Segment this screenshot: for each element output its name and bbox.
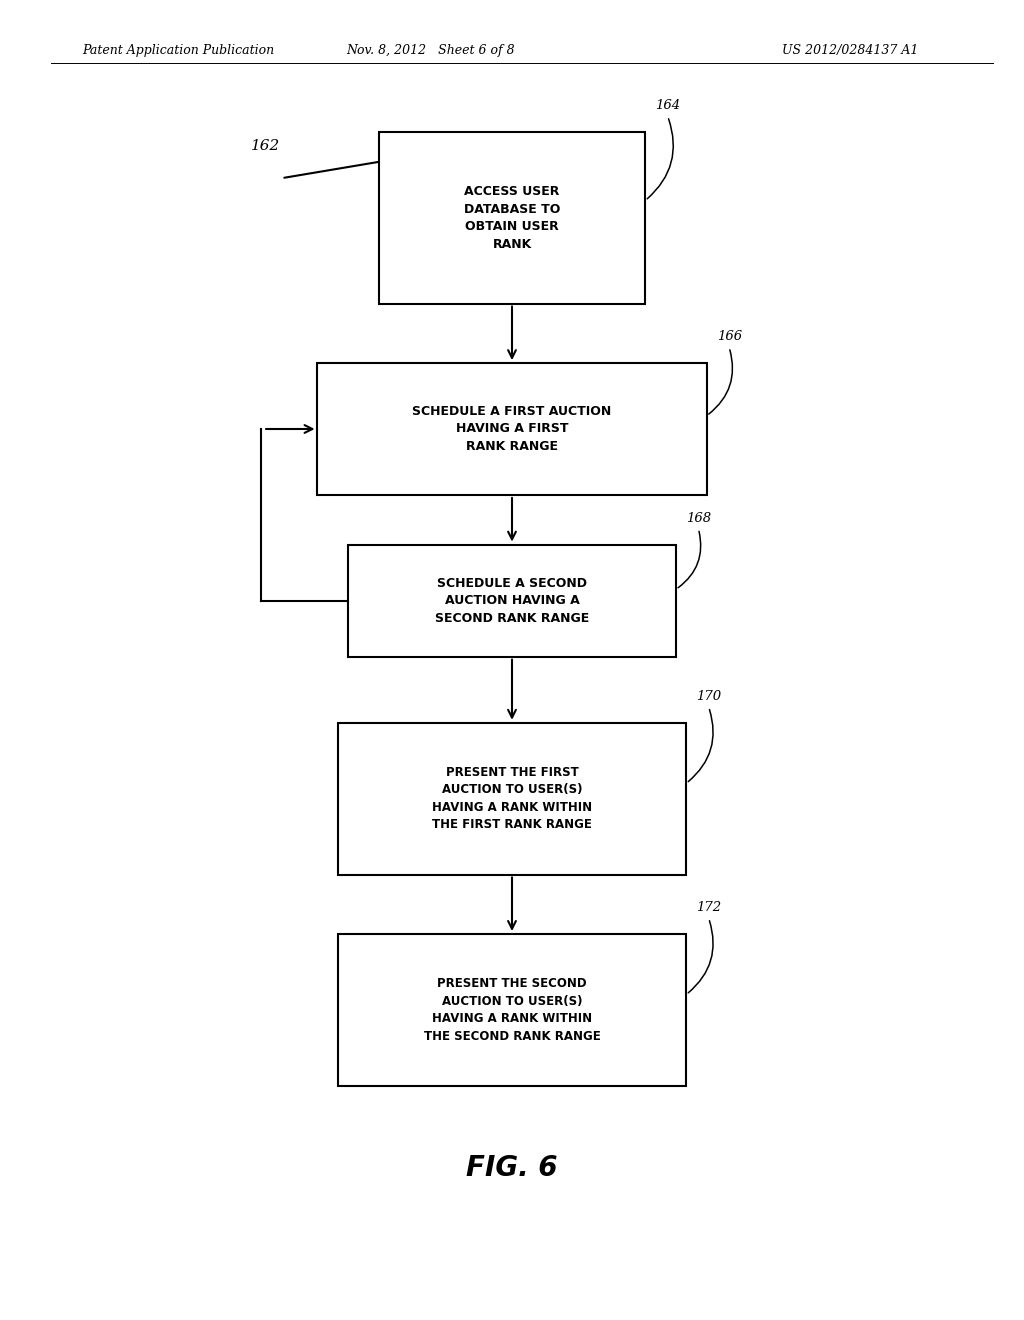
Text: ACCESS USER
DATABASE TO
OBTAIN USER
RANK: ACCESS USER DATABASE TO OBTAIN USER RANK	[464, 185, 560, 251]
FancyBboxPatch shape	[348, 544, 676, 656]
Text: SCHEDULE A SECOND
AUCTION HAVING A
SECOND RANK RANGE: SCHEDULE A SECOND AUCTION HAVING A SECON…	[435, 577, 589, 624]
Text: US 2012/0284137 A1: US 2012/0284137 A1	[781, 44, 919, 57]
Text: 162: 162	[251, 139, 281, 153]
FancyBboxPatch shape	[317, 363, 707, 495]
Text: 166: 166	[717, 330, 742, 343]
Text: 168: 168	[686, 512, 712, 524]
Text: 164: 164	[655, 99, 681, 112]
Text: PRESENT THE SECOND
AUCTION TO USER(S)
HAVING A RANK WITHIN
THE SECOND RANK RANGE: PRESENT THE SECOND AUCTION TO USER(S) HA…	[424, 977, 600, 1043]
Text: Nov. 8, 2012   Sheet 6 of 8: Nov. 8, 2012 Sheet 6 of 8	[346, 44, 514, 57]
FancyBboxPatch shape	[379, 132, 645, 304]
Text: 170: 170	[696, 690, 722, 702]
FancyBboxPatch shape	[338, 935, 686, 1085]
Text: Patent Application Publication: Patent Application Publication	[82, 44, 274, 57]
Text: FIG. 6: FIG. 6	[466, 1154, 558, 1183]
Text: SCHEDULE A FIRST AUCTION
HAVING A FIRST
RANK RANGE: SCHEDULE A FIRST AUCTION HAVING A FIRST …	[413, 405, 611, 453]
Text: PRESENT THE FIRST
AUCTION TO USER(S)
HAVING A RANK WITHIN
THE FIRST RANK RANGE: PRESENT THE FIRST AUCTION TO USER(S) HAV…	[432, 766, 592, 832]
FancyBboxPatch shape	[338, 722, 686, 874]
Text: 172: 172	[696, 902, 722, 913]
